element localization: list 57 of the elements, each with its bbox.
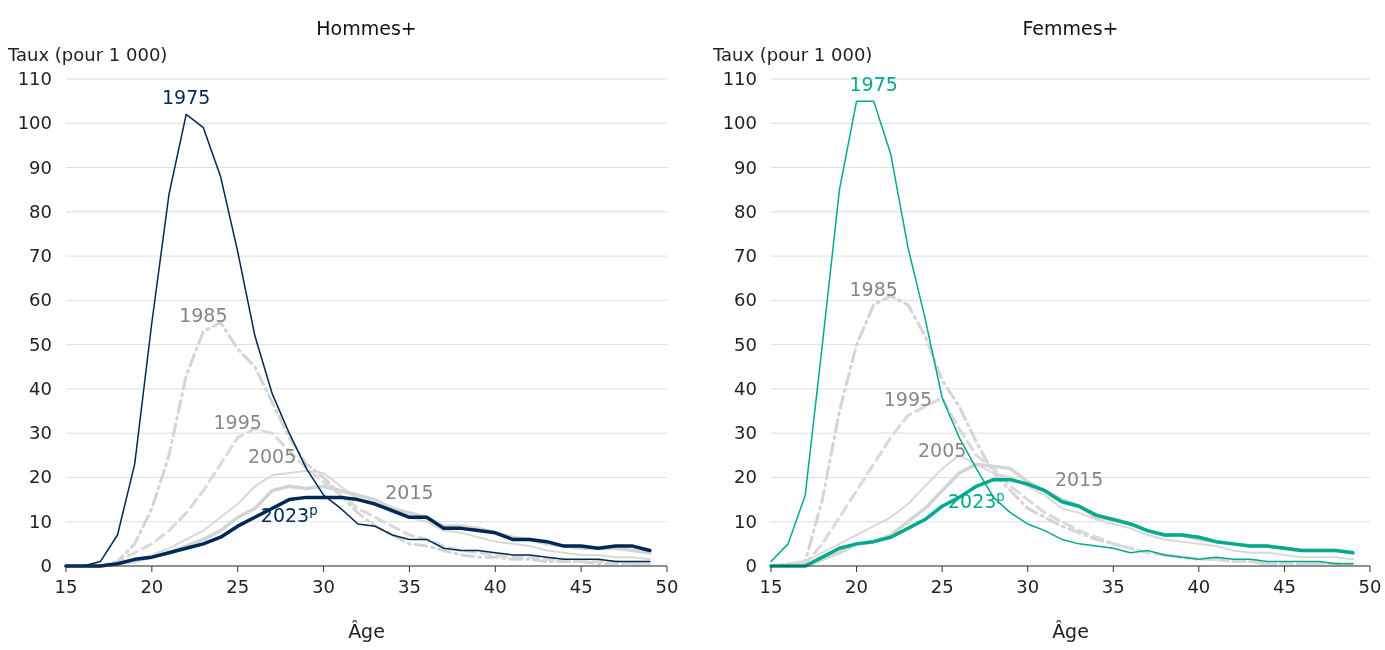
series-label: 1975 [849, 73, 898, 96]
x-axis-title: Âge [1052, 620, 1089, 642]
y-tick-label: 50 [734, 333, 757, 355]
series-label: 2015 [1054, 468, 1104, 491]
y-tick-label: 20 [29, 466, 52, 488]
y-tick-label: 10 [29, 510, 52, 532]
x-tick-label: 35 [397, 576, 421, 597]
x-tick-label: 50 [655, 576, 679, 597]
y-tick-label: 40 [734, 377, 757, 399]
series-label: 1995 [883, 388, 933, 411]
y-tick-label: 30 [29, 422, 52, 444]
x-tick-label: 30 [1016, 576, 1040, 597]
y-tick-label: 110 [722, 68, 757, 89]
series-label: 1985 [849, 277, 898, 300]
y-tick-label: 0 [745, 555, 757, 576]
series-label: 1995 [213, 410, 262, 433]
y-tick-label: 80 [29, 200, 52, 222]
y-tick-label: 100 [722, 112, 757, 134]
chart-title: Hommes+ [316, 17, 417, 39]
x-tick-label: 40 [1187, 576, 1211, 597]
y-tick-label: 60 [734, 289, 757, 311]
x-tick-label: 35 [1101, 576, 1125, 597]
y-tick-label: 40 [29, 377, 52, 399]
chart-title: Femmes+ [1022, 17, 1119, 39]
y-axis-title: Taux (pour 1 000) [712, 44, 873, 65]
x-tick-label: 20 [140, 576, 164, 597]
y-tick-label: 0 [40, 555, 52, 576]
series-label: 2015 [385, 480, 434, 503]
x-tick-label: 15 [54, 576, 78, 597]
y-tick-label: 20 [734, 466, 757, 488]
y-axis-title: Taux (pour 1 000) [7, 44, 168, 65]
x-tick-label: 50 [1358, 576, 1382, 597]
y-tick-label: 30 [734, 422, 757, 444]
series-label: 2023$^{p}$ [260, 502, 318, 526]
x-tick-label: 25 [226, 576, 250, 597]
x-tick-label: 20 [845, 576, 869, 597]
y-tick-label: 70 [734, 245, 757, 267]
x-tick-label: 25 [930, 576, 954, 597]
y-tick-label: 80 [734, 200, 757, 222]
y-tick-label: 100 [17, 112, 52, 134]
x-tick-label: 40 [483, 576, 507, 597]
x-tick-label: 15 [759, 576, 783, 597]
y-tick-label: 60 [29, 289, 52, 311]
y-tick-label: 90 [734, 156, 757, 178]
y-tick-label: 90 [29, 156, 52, 178]
series-label: 1975 [162, 86, 211, 109]
x-axis-title: Âge [348, 620, 385, 642]
y-tick-label: 10 [734, 510, 757, 532]
y-tick-label: 110 [17, 68, 52, 89]
x-tick-label: 30 [312, 576, 336, 597]
x-tick-label: 45 [569, 576, 593, 597]
series-label: 2005 [917, 438, 967, 461]
y-tick-label: 70 [29, 245, 52, 267]
series-label: 1985 [179, 304, 228, 327]
y-tick-label: 50 [29, 333, 52, 355]
series-label: 2005 [247, 445, 297, 468]
x-tick-label: 45 [1272, 576, 1296, 597]
